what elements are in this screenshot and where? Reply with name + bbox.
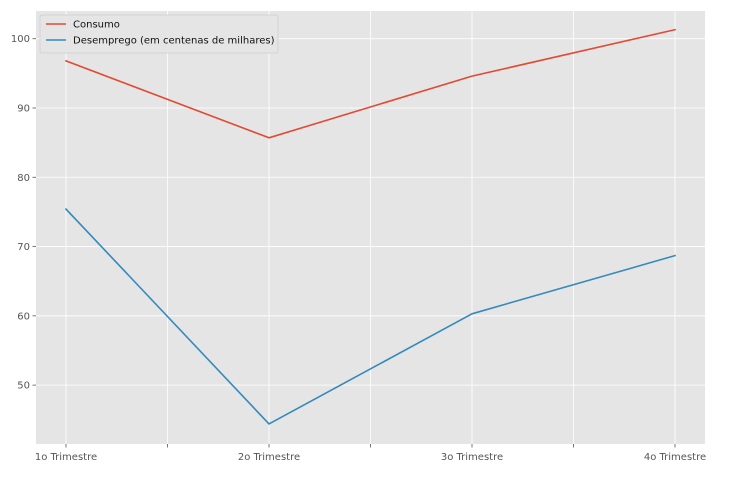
x-tick-label: 1o Trimestre: [35, 452, 97, 463]
series-line-1: [64, 28, 676, 139]
legend: Consumo Desemprego (em centenas de milhar…: [39, 14, 279, 54]
y-tick-label: 80: [17, 173, 30, 184]
series-lines: [64, 28, 676, 425]
x-tick-label: 4o Trimestre: [644, 452, 706, 463]
y-tick-label: 70: [17, 242, 30, 253]
y-tick-label: 90: [17, 103, 30, 114]
legend-label-1: Consumo: [73, 20, 120, 31]
series-line-2: [64, 207, 676, 425]
x-tick-label: 3o Trimestre: [441, 452, 503, 463]
y-tick-label: 100: [11, 34, 30, 45]
x-tick-label: 2o Trimestre: [238, 452, 300, 463]
legend-box: [39, 14, 279, 54]
axes: 50 60 70 80 90 100 1o Trimestre 2o Trimestre 3o …: [11, 34, 706, 463]
legend-label-2: Desemprego (em centenas de milhares): [73, 36, 275, 47]
grid-lines: [36, 11, 705, 444]
y-tick-label: 50: [17, 381, 30, 392]
y-tick-label: 60: [17, 311, 30, 322]
